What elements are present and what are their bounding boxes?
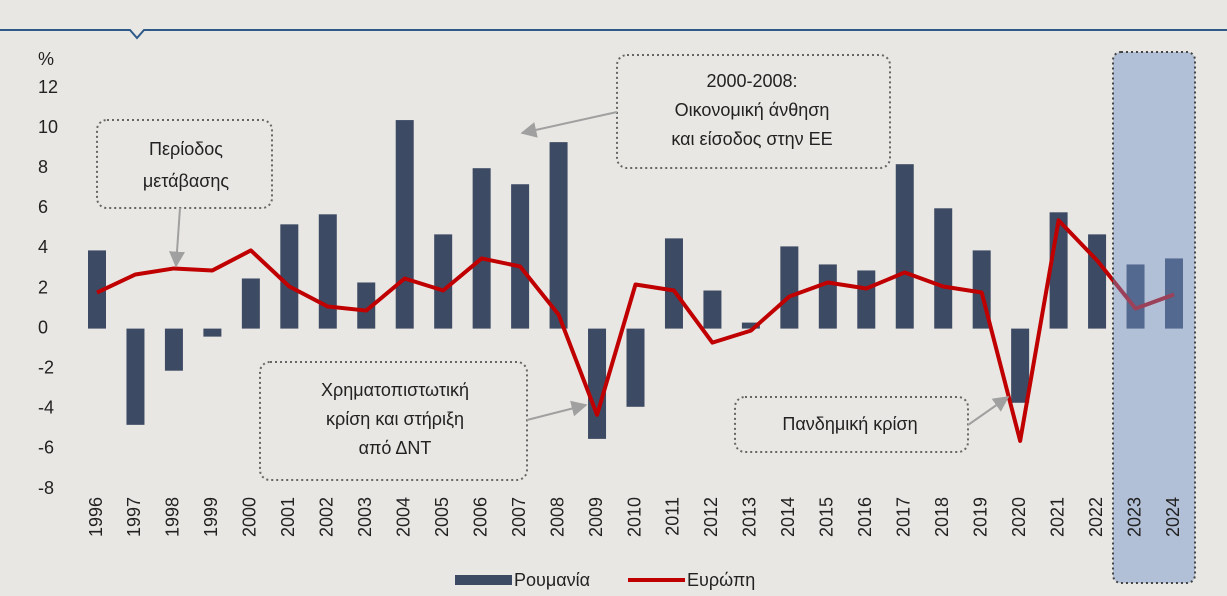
x-tick-label: 2020 <box>1009 497 1029 537</box>
x-tick-label: 1998 <box>163 497 183 537</box>
bar <box>626 328 645 407</box>
bar <box>280 224 299 329</box>
y-tick-label: -8 <box>38 478 54 498</box>
annotation-text: 2000-2008: <box>706 71 797 91</box>
legend-swatch <box>455 575 512 585</box>
bar <box>549 142 568 329</box>
bar <box>126 328 145 425</box>
forecast-highlight <box>1112 51 1196 584</box>
bar <box>664 238 683 329</box>
bar <box>818 264 837 329</box>
x-tick-label: 2024 <box>1163 497 1183 537</box>
y-tick-label: -2 <box>38 357 54 377</box>
line-layer <box>96 218 1175 443</box>
y-tick-label: 10 <box>38 117 58 137</box>
annotation-arrow <box>520 111 618 138</box>
legend-label: Ρουμανία <box>514 570 590 590</box>
annotation-text: Χρηματοπιστωτική <box>321 380 469 400</box>
y-tick-label: 2 <box>38 277 48 297</box>
bar <box>741 322 760 329</box>
y-tick-label: 6 <box>38 197 48 217</box>
annotation-text: και είσοδος στην ΕΕ <box>671 129 832 149</box>
x-tick-label: 2013 <box>740 497 760 537</box>
bar <box>88 250 106 329</box>
x-tick-label: 2014 <box>778 497 798 537</box>
bar <box>1126 264 1145 329</box>
annotation-text: Οικονομική άνθηση <box>675 100 830 120</box>
y-tick-label: -4 <box>38 398 54 418</box>
bar <box>472 168 491 329</box>
x-tick-label: 2008 <box>547 497 567 537</box>
bars <box>88 120 1183 439</box>
bar <box>434 234 453 329</box>
annotation-text: μετάβασης <box>143 171 230 191</box>
legend-label: Ευρώπη <box>687 570 755 590</box>
annotation-box <box>259 361 528 481</box>
x-tick-label: 2004 <box>393 497 413 537</box>
annotation-box <box>616 54 891 169</box>
annotation-text: κρίση και στήριξη <box>326 409 464 429</box>
x-tick-label: 2005 <box>432 497 452 537</box>
y-tick-label: 4 <box>38 237 48 257</box>
x-tick-label: 2015 <box>817 497 837 537</box>
x-tick-label: 2023 <box>1124 497 1144 537</box>
x-tick-label: 2007 <box>509 497 529 537</box>
line <box>96 218 1175 443</box>
x-tick-label: 2010 <box>624 497 644 537</box>
bar <box>588 328 607 439</box>
annotation-arrow <box>967 396 1010 426</box>
y-tick-label: 12 <box>38 77 58 97</box>
x-tick-label: 2000 <box>240 497 260 537</box>
bar <box>241 278 260 329</box>
annotation-text: από ΔΝΤ <box>359 438 432 458</box>
annotation-arrow <box>169 207 185 268</box>
bar <box>203 328 222 337</box>
x-tick-label: 2001 <box>278 497 298 537</box>
annotations <box>96 54 1010 481</box>
bar <box>164 328 183 371</box>
bar <box>318 214 337 329</box>
annotation-text: Πανδημική κρίση <box>782 414 917 434</box>
annotation-arrow <box>526 400 588 421</box>
bar <box>1088 234 1107 329</box>
x-tick-label: 1999 <box>201 497 221 537</box>
bar <box>895 164 914 329</box>
annotation-text: Περίοδος <box>149 139 223 159</box>
x-tick-label: 2022 <box>1086 497 1106 537</box>
x-tick-label: 2002 <box>317 497 337 537</box>
bar <box>395 120 414 329</box>
x-tick-label: 2016 <box>855 497 875 537</box>
bar <box>703 290 722 329</box>
x-tick-label: 2017 <box>894 497 914 537</box>
bar <box>511 184 530 329</box>
bar <box>1165 258 1183 329</box>
bar <box>357 282 376 329</box>
annotation-box <box>96 119 273 209</box>
y-tick-label: 0 <box>38 317 48 337</box>
bar <box>1011 328 1030 403</box>
x-tick-label: 2019 <box>970 497 990 537</box>
x-tick-label: 2003 <box>355 497 375 537</box>
y-unit: % <box>38 49 54 69</box>
x-tick-label: 1996 <box>86 497 106 537</box>
bar <box>857 270 876 329</box>
x-tick-label: 2011 <box>663 497 683 536</box>
x-tick-label: 2018 <box>932 497 952 537</box>
x-tick-label: 2012 <box>701 497 721 537</box>
bar <box>934 208 953 329</box>
x-tick-label: 2009 <box>586 497 606 537</box>
x-tick-label: 2021 <box>1047 497 1067 537</box>
y-tick-label: 8 <box>38 157 48 177</box>
x-tick-label: 1997 <box>124 497 144 537</box>
y-tick-label: -6 <box>38 438 54 458</box>
x-tick-label: 2006 <box>470 497 490 537</box>
bar <box>780 246 799 329</box>
header-rule <box>0 29 1227 40</box>
